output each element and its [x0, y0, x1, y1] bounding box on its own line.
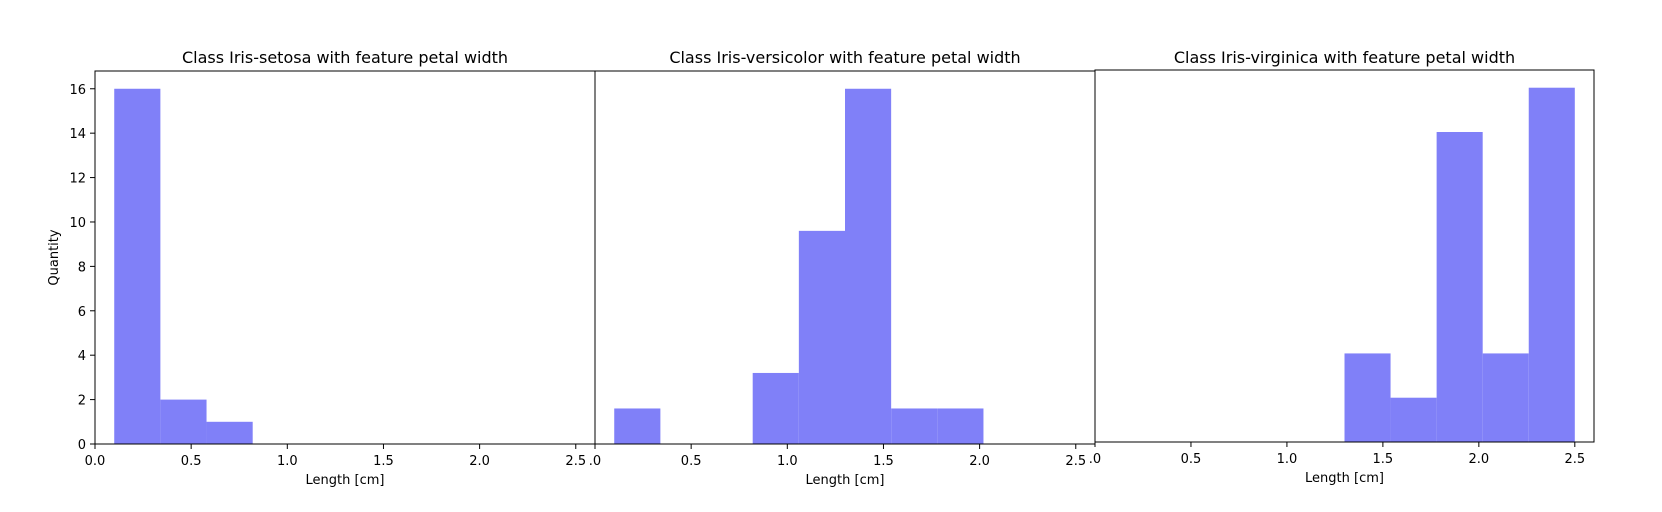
histogram-bar — [614, 408, 661, 444]
histogram-bar — [1436, 132, 1483, 442]
x-tick-label: 1.5 — [373, 454, 394, 469]
histogram-bar — [845, 88, 892, 444]
x-tick-label: .0 — [589, 454, 601, 469]
x-tick-label: 2.0 — [969, 454, 990, 469]
y-tick-label: 4 — [78, 349, 86, 364]
y-tick-label: 10 — [69, 216, 86, 231]
histogram-bar — [114, 88, 161, 444]
histogram-bar — [752, 372, 799, 444]
y-tick-label: 6 — [78, 305, 86, 320]
histogram-bar — [798, 230, 845, 444]
y-tick-label: 0 — [78, 438, 86, 453]
x-tick-label: 0.5 — [681, 454, 702, 469]
chart-title: Class Iris-versicolor with feature petal… — [669, 48, 1020, 67]
histogram-bar — [160, 399, 207, 444]
x-axis-label: Length [cm] — [306, 473, 385, 488]
x-tick-label: 0.5 — [181, 454, 202, 469]
chart-panel-3: Class Iris-virginica with feature petal … — [1089, 48, 1595, 486]
x-tick-label: 1.0 — [777, 454, 798, 469]
y-tick-label: 16 — [69, 83, 86, 98]
y-tick-label: 8 — [78, 260, 86, 275]
y-tick-label: 2 — [78, 394, 86, 409]
y-tick-label: 12 — [69, 172, 86, 187]
plot-frame — [1094, 69, 1595, 443]
x-tick-label: 2.5 — [565, 454, 586, 469]
x-tick-label: 1.5 — [1373, 452, 1394, 467]
x-tick-label: 1.5 — [873, 454, 894, 469]
x-tick-label: 1.0 — [277, 454, 298, 469]
x-tick-label: 2.5 — [1065, 454, 1086, 469]
x-tick-label: .0 — [1089, 452, 1101, 467]
y-tick-label: 14 — [69, 127, 86, 142]
histogram-bar — [937, 408, 984, 444]
chart-title: Class Iris-virginica with feature petal … — [1174, 48, 1515, 67]
histogram-bar — [1344, 353, 1391, 442]
x-tick-label: 0.5 — [1181, 452, 1202, 467]
histogram-bar — [206, 421, 253, 444]
x-tick-label: 2.0 — [469, 454, 490, 469]
histogram-bar — [1528, 87, 1575, 442]
x-tick-label: 1.0 — [1277, 452, 1298, 467]
histogram-bar — [1390, 397, 1437, 442]
x-tick-label: 2.5 — [1564, 452, 1585, 467]
chart-title: Class Iris-setosa with feature petal wid… — [182, 48, 508, 67]
x-axis-label: Length [cm] — [1305, 471, 1384, 486]
x-axis-label: Length [cm] — [806, 473, 885, 488]
x-tick-label: 0.0 — [85, 454, 106, 469]
histogram-bar — [891, 408, 938, 444]
histogram-bar — [1482, 353, 1529, 442]
x-tick-label: 2.0 — [1469, 452, 1490, 467]
y-axis-label: Quantity — [47, 229, 62, 285]
chart-panel-2: Class Iris-versicolor with feature petal… — [589, 48, 1096, 488]
